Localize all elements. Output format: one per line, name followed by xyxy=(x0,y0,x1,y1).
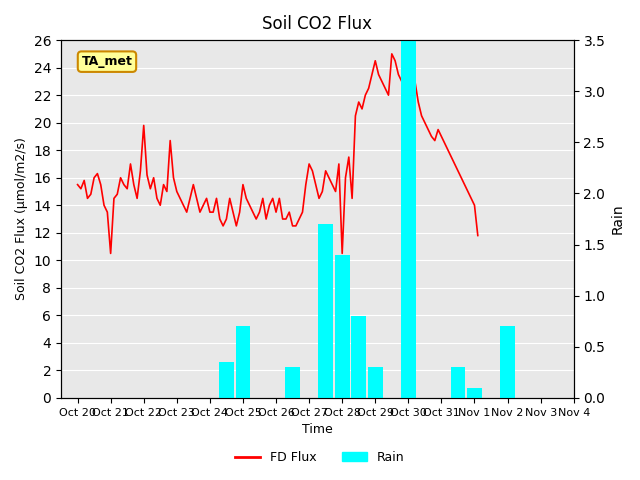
Y-axis label: Soil CO2 Flux (μmol/m2/s): Soil CO2 Flux (μmol/m2/s) xyxy=(15,138,28,300)
Bar xyxy=(351,316,366,398)
Bar xyxy=(467,388,482,398)
Text: TA_met: TA_met xyxy=(81,55,132,68)
Bar xyxy=(401,40,416,398)
Bar xyxy=(500,326,515,398)
Bar xyxy=(318,224,333,398)
Bar xyxy=(236,326,250,398)
Title: Soil CO2 Flux: Soil CO2 Flux xyxy=(262,15,372,33)
Bar xyxy=(285,367,300,398)
Bar xyxy=(368,367,383,398)
X-axis label: Time: Time xyxy=(302,423,333,436)
Bar xyxy=(451,367,465,398)
Bar xyxy=(335,255,349,398)
Bar xyxy=(219,362,234,398)
Y-axis label: Rain: Rain xyxy=(611,204,625,234)
Legend: FD Flux, Rain: FD Flux, Rain xyxy=(230,446,410,469)
